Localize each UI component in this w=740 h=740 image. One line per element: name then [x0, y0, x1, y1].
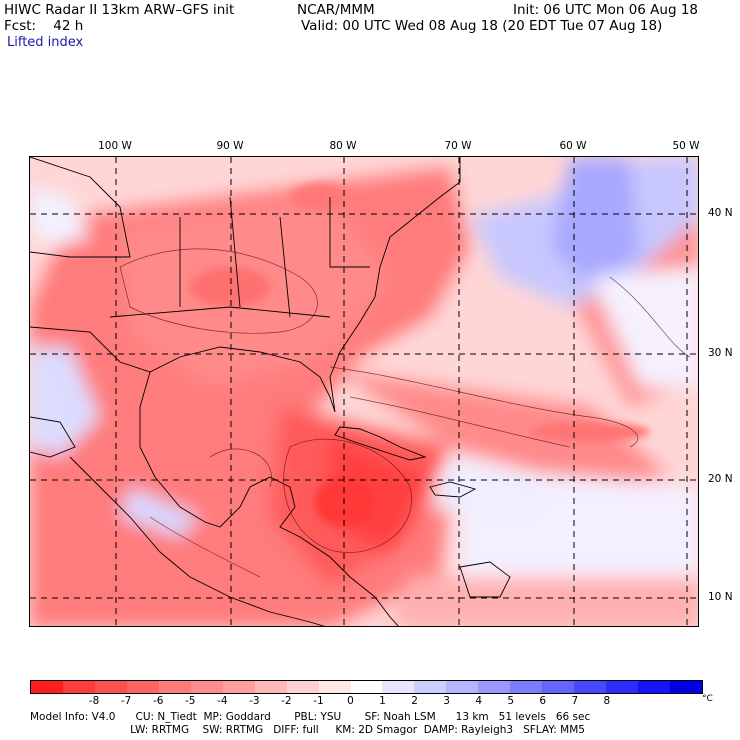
init-time: Init: 06 UTC Mon 06 Aug 18: [513, 2, 698, 18]
colorbar-tick-label: 5: [507, 695, 515, 707]
valid-time: Valid: 00 UTC Wed 08 Aug 18 (20 EDT Tue …: [301, 18, 663, 34]
colorbar-swatch: [510, 681, 543, 693]
model-info-line2: LW: RRTMG SW: RRTMG DIFF: full KM: 2D Sm…: [30, 724, 585, 736]
model-info-line1: Model Info: V4.0 CU: N_Tiedt MP: Goddard…: [30, 711, 591, 723]
forecast-hour: Fcst: 42 h: [4, 18, 84, 34]
colorbar-tick-label: -6: [152, 695, 164, 707]
colorbar-swatch: [286, 681, 319, 693]
colorbar-swatch: [382, 681, 415, 693]
colorbar-swatch: [670, 681, 703, 693]
colorbar-swatch: [158, 681, 191, 693]
colorbar-tick-label: -3: [249, 695, 260, 707]
colorbar-swatch: [446, 681, 479, 693]
colorbar-tick-label: 7: [571, 695, 579, 707]
colorbar-swatch: [254, 681, 287, 693]
lat-label-30n: 30 N: [708, 347, 733, 359]
lat-lon-grid: [30, 157, 698, 626]
colorbar-swatch: [542, 681, 575, 693]
colorbar: [30, 680, 703, 694]
colorbar-swatch: [62, 681, 95, 693]
colorbar-tick-label: -1: [313, 695, 324, 707]
field-name: Lifted index: [7, 35, 84, 50]
colorbar-tick-label: -5: [184, 695, 196, 707]
colorbar-swatch: [31, 681, 63, 693]
colorbar-swatch: [126, 681, 159, 693]
colorbar-swatch: [606, 681, 639, 693]
lon-label-50w: 50 W: [672, 140, 700, 152]
colorbar-swatch: [350, 681, 383, 693]
lon-label-60w: 60 W: [559, 140, 587, 152]
colorbar-swatch: [638, 681, 671, 693]
colorbar-tick-label: 8: [603, 695, 611, 707]
colorbar-tick-label: 6: [539, 695, 547, 707]
colorbar-tick-label: 1: [379, 695, 386, 707]
colorbar-tick-label: -8: [88, 695, 100, 707]
colorbar-tick-label: -4: [217, 695, 228, 707]
lifted-index-map: [30, 157, 698, 626]
title-line: HIWC Radar II 13km ARW–GFS init: [4, 2, 235, 18]
contours: [119, 248, 691, 578]
colorbar-swatch: [190, 681, 223, 693]
lon-label-70w: 70 W: [444, 140, 472, 152]
lon-label-80w: 80 W: [329, 140, 357, 152]
colorbar-tick-label: 3: [443, 695, 450, 707]
colorbar-tick-label: 4: [475, 695, 482, 707]
lat-label-10n: 10 N: [708, 591, 733, 603]
lon-label-90w: 90 W: [216, 140, 244, 152]
colorbar-swatch: [574, 681, 607, 693]
lat-label-40n: 40 N: [708, 207, 733, 219]
colorbar-unit: °C: [702, 694, 713, 704]
colorbar-tick-label: 0: [347, 695, 354, 707]
organization-label: NCAR/MMM: [297, 2, 375, 18]
colorbar-swatch: [318, 681, 351, 693]
colorbar-swatch: [414, 681, 447, 693]
lat-label-20n: 20 N: [708, 473, 733, 485]
colorbar-swatch: [222, 681, 255, 693]
colorbar-swatch: [94, 681, 127, 693]
colorbar-tick-label: -7: [120, 695, 132, 707]
colorbar-swatch: [478, 681, 511, 693]
map-panel: [29, 156, 699, 627]
lon-label-100w: 100 W: [98, 140, 132, 152]
colorbar-tick-label: 2: [411, 695, 418, 707]
colorbar-tick-label: -2: [281, 695, 292, 707]
coastlines: [30, 157, 511, 626]
